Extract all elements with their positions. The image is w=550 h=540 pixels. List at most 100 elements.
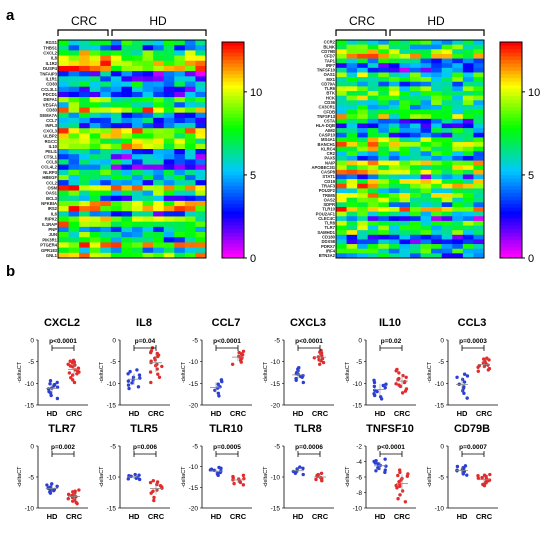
heatmap-cell — [462, 179, 474, 185]
gene-label: IL10 — [49, 144, 58, 149]
heatmap-cell — [399, 123, 411, 129]
x-tick-label: CRC — [148, 409, 165, 418]
p-value-label: p=0.0006 — [295, 444, 323, 451]
y-tick-label: -15 — [107, 403, 117, 410]
heatmap-cell — [184, 45, 196, 51]
heatmap-cell — [132, 65, 143, 72]
gene-label: PAX5 — [324, 156, 335, 161]
heatmap-cell — [89, 55, 101, 62]
heatmap-cell — [184, 247, 196, 254]
heatmap-cell — [195, 143, 207, 150]
heatmap-cell — [89, 112, 101, 119]
heatmap-cell — [132, 247, 143, 254]
heatmap-cell — [58, 45, 69, 51]
heatmap-cell — [336, 100, 347, 106]
heatmap-cell — [142, 65, 154, 72]
hd-point — [219, 466, 223, 471]
heatmap-cell — [184, 154, 196, 160]
y-tick-label: -10 — [189, 359, 199, 366]
heatmap-cell — [452, 40, 464, 45]
colorbar-segment — [222, 160, 244, 165]
hd-point — [215, 471, 220, 475]
heatmap-cell — [441, 114, 453, 120]
heatmap-cell — [100, 117, 112, 124]
heatmap-cell — [336, 95, 347, 101]
heatmap-cell — [441, 202, 453, 208]
colorbar-segment — [222, 182, 244, 187]
heatmap-cell — [79, 107, 91, 113]
colorbar-segment — [222, 146, 244, 151]
heatmap-cell — [132, 123, 143, 129]
heatmap-cell — [153, 128, 165, 134]
heatmap-cell — [378, 44, 390, 50]
heatmap-cell — [473, 142, 485, 147]
heatmap-cell — [378, 216, 390, 222]
heatmap-cell — [58, 195, 69, 202]
colorbar-segment — [500, 103, 522, 108]
heatmap-cell — [473, 132, 485, 138]
heatmap-cell — [174, 76, 186, 82]
heatmap-cell — [378, 118, 390, 124]
heatmap-cell — [388, 174, 400, 180]
heatmap-cell — [388, 63, 400, 69]
crc-point — [486, 368, 491, 372]
heatmap-cell — [195, 112, 207, 119]
heatmap-cell — [100, 169, 112, 176]
crc-point — [396, 473, 400, 478]
heatmap-cell — [184, 65, 196, 72]
heatmap-cell — [184, 159, 196, 165]
heatmap-cell — [184, 143, 196, 150]
heatmap-frame — [57, 39, 207, 259]
colorbar-segment — [222, 171, 244, 176]
heatmap-cell — [431, 95, 443, 101]
heatmap-cell — [58, 65, 69, 72]
y-axis-label: -deltaCT — [17, 361, 23, 383]
x-tick-label: HD — [375, 512, 386, 521]
gene-label: CASP10 — [319, 132, 336, 137]
heatmap-cell — [388, 220, 400, 226]
colorbar-segment — [500, 186, 522, 191]
heatmap-cell — [357, 206, 369, 212]
heatmap-cell — [110, 232, 122, 238]
heatmap-cell — [462, 202, 474, 208]
heatmap-cell — [420, 123, 432, 129]
crc-point — [156, 353, 161, 357]
heatmap-cell — [163, 138, 175, 145]
heatmap-cell — [110, 206, 122, 212]
heatmap-cell — [142, 143, 154, 150]
crc-point — [155, 480, 160, 484]
heatmap-cell — [441, 248, 453, 254]
heatmap-cell — [89, 221, 101, 228]
heatmap-cell — [153, 164, 165, 171]
heatmap-cell — [378, 248, 390, 254]
heatmap-cell — [420, 142, 432, 147]
gene-label: CXCL2 — [43, 51, 57, 56]
heatmap-cell — [410, 63, 421, 69]
heatmap-cell — [142, 206, 154, 212]
gene-label: IRF7 — [326, 63, 336, 68]
heatmap-cell — [121, 133, 133, 139]
heatmap-cell — [132, 55, 143, 62]
heatmap-cell — [399, 86, 411, 92]
y-tick-label: -5 — [110, 359, 116, 366]
heatmap-cell — [195, 128, 207, 134]
hd-point — [216, 382, 220, 386]
heatmap-cell — [121, 91, 133, 98]
heatmap-cell — [452, 211, 464, 217]
heatmap-cell — [68, 195, 80, 202]
heatmap-cell — [142, 169, 154, 176]
heatmap-cell — [142, 97, 154, 103]
y-tick-label: -15 — [189, 381, 199, 388]
heatmap-cell — [153, 60, 165, 67]
heatmap-cell — [410, 244, 421, 250]
heatmap-cell — [452, 216, 464, 222]
heatmap-cell — [89, 65, 101, 72]
heatmap-cell — [163, 45, 175, 51]
heatmap-cell — [79, 180, 91, 186]
colorbar-segment — [222, 218, 244, 223]
heatmap-cell — [163, 252, 175, 259]
heatmap-cell — [452, 49, 464, 55]
heatmap-cell — [431, 58, 443, 64]
heatmap-cell — [452, 53, 464, 59]
